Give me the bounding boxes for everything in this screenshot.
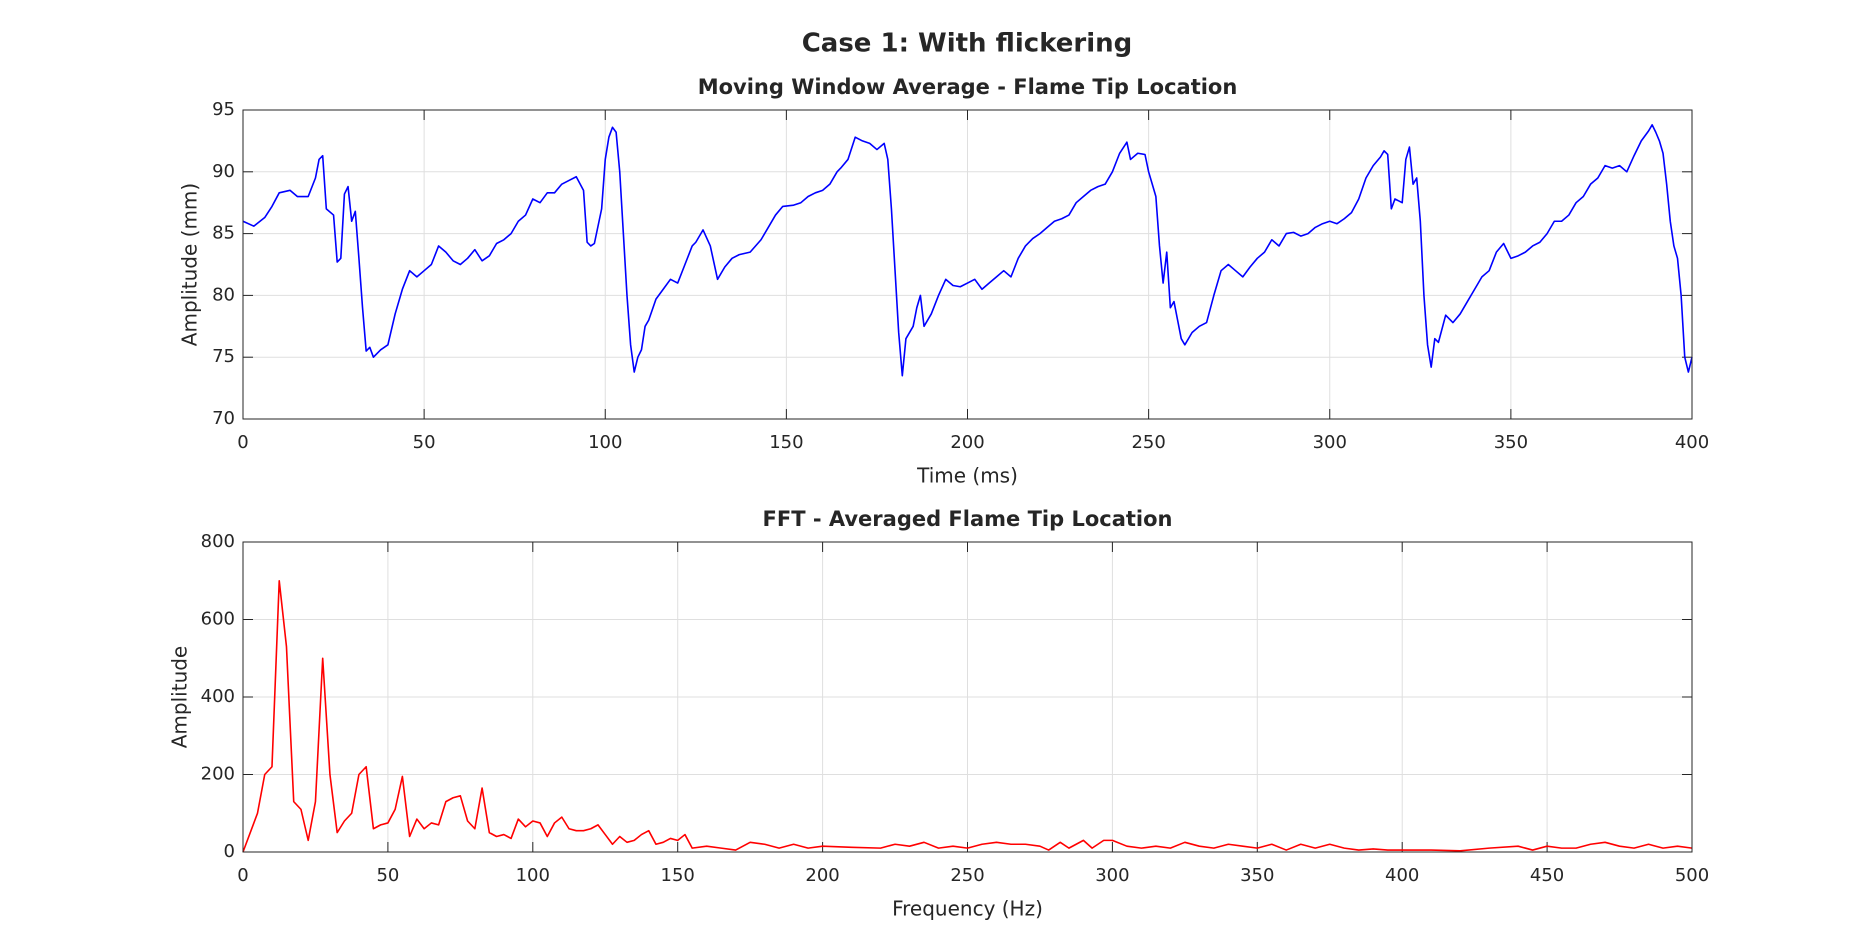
- y-tick-label: 800: [201, 531, 235, 552]
- plot-title: Moving Window Average - Flame Tip Locati…: [698, 75, 1238, 99]
- x-tick-label: 250: [950, 865, 984, 886]
- y-tick-label: 200: [201, 764, 235, 785]
- y-tick-label: 400: [201, 686, 235, 707]
- x-tick-label: 200: [805, 865, 839, 886]
- x-tick-label: 50: [413, 432, 436, 453]
- y-tick-label: 600: [201, 609, 235, 630]
- x-tick-label: 150: [661, 865, 695, 886]
- x-tick-label: 200: [950, 432, 984, 453]
- x-tick-label: 0: [237, 865, 248, 886]
- x-axis-label: Time (ms): [916, 464, 1018, 488]
- x-tick-label: 250: [1131, 432, 1165, 453]
- x-tick-label: 500: [1675, 865, 1709, 886]
- data-line: [242, 124, 1693, 377]
- y-axis-label: Amplitude (mm): [178, 183, 202, 346]
- y-tick-label: 90: [212, 161, 235, 182]
- y-axis-label: Amplitude: [168, 646, 192, 749]
- plot-title: FFT - Averaged Flame Tip Location: [763, 507, 1173, 531]
- data-line: [242, 579, 1693, 853]
- y-tick-label: 75: [212, 346, 235, 367]
- x-tick-label: 350: [1240, 865, 1274, 886]
- y-tick-label: 85: [212, 223, 235, 244]
- x-tick-label: 350: [1494, 432, 1528, 453]
- x-tick-label: 400: [1385, 865, 1419, 886]
- x-axis-label: Frequency (Hz): [892, 897, 1043, 921]
- x-tick-label: 400: [1675, 432, 1709, 453]
- x-tick-label: 0: [237, 432, 248, 453]
- x-tick-label: 450: [1530, 865, 1564, 886]
- x-tick-label: 300: [1313, 432, 1347, 453]
- y-tick-label: 80: [212, 284, 235, 305]
- x-tick-label: 100: [516, 865, 550, 886]
- x-tick-label: 300: [1095, 865, 1129, 886]
- x-tick-label: 50: [376, 865, 399, 886]
- y-tick-label: 70: [212, 408, 235, 429]
- x-tick-label: 150: [769, 432, 803, 453]
- y-tick-label: 0: [224, 841, 235, 862]
- plot-frame: [242, 541, 1693, 853]
- figure-title: Case 1: With flickering: [802, 29, 1133, 59]
- plot-frame: [242, 109, 1693, 420]
- y-tick-label: 95: [212, 99, 235, 120]
- x-tick-label: 100: [588, 432, 622, 453]
